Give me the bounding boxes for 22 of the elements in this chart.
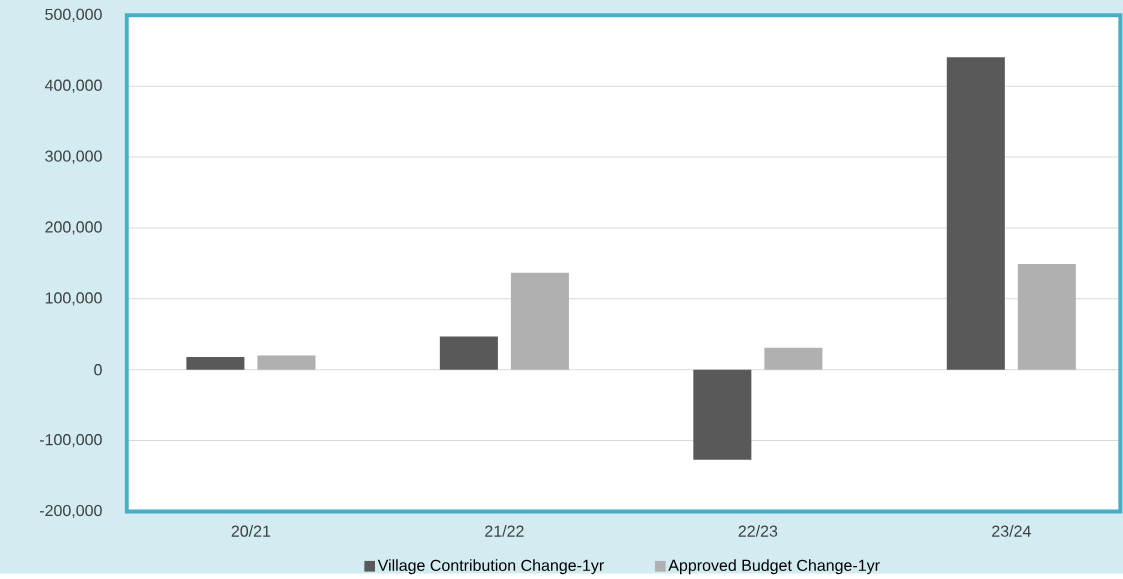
y-tick-label: 500,000 — [45, 8, 102, 23]
x-tick-label: 22/23 — [738, 525, 778, 538]
bar — [693, 369, 752, 460]
y-tick-label: 200,000 — [45, 221, 102, 235]
bar — [946, 57, 1005, 370]
y-tick-label: 0 — [94, 364, 102, 376]
y-tick-label: 100,000 — [45, 292, 102, 306]
x-tick-label: 23/24 — [992, 525, 1031, 538]
legend-label: Village Contribution Change-1yr — [377, 559, 604, 575]
bar — [439, 336, 498, 370]
legend-label: Approved Budget Change-1yr — [668, 559, 880, 575]
bar — [186, 357, 245, 370]
y-tick-label: -100,000 — [39, 434, 102, 448]
x-tick-label: 21/22 — [485, 525, 524, 538]
bar — [257, 355, 316, 370]
bar — [764, 347, 823, 370]
y-tick-label: 400,000 — [44, 79, 102, 94]
bar — [510, 272, 569, 370]
y-tick-label: 300,000 — [45, 150, 102, 164]
y-tick-label: -200,000 — [39, 505, 102, 519]
bar — [1017, 264, 1076, 370]
x-tick-label: 20/21 — [231, 525, 271, 538]
